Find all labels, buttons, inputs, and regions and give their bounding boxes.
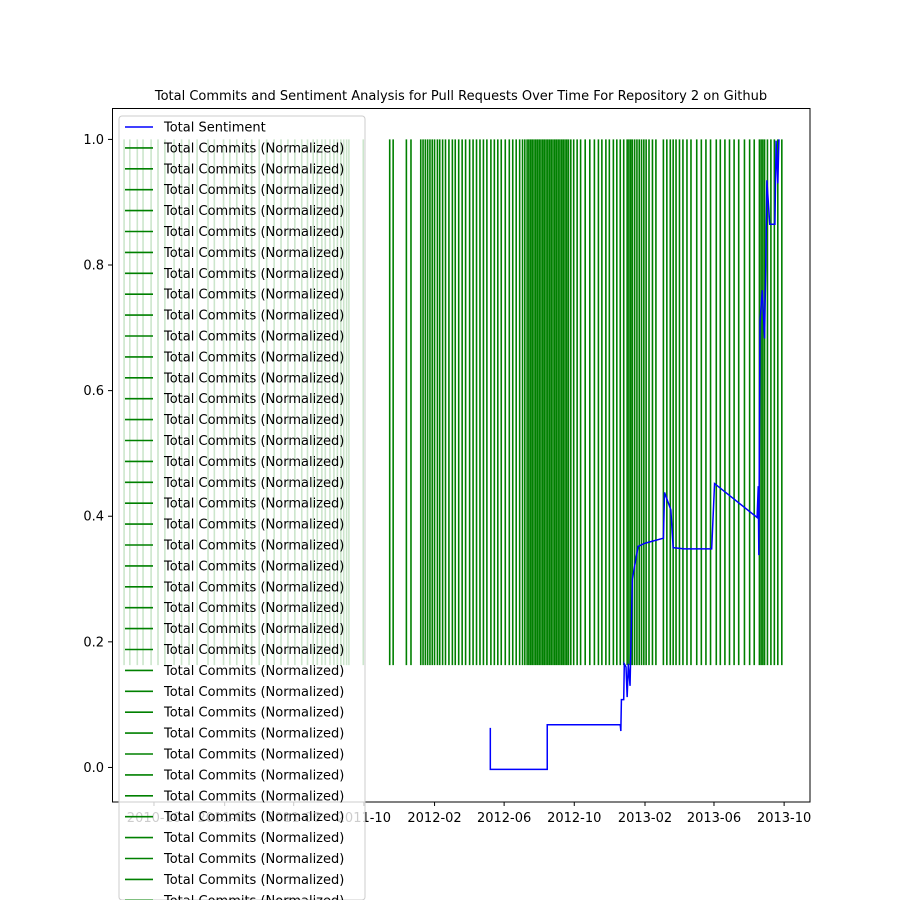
legend-entry-17: Total Commits (Normalized) bbox=[163, 476, 344, 491]
x-tick-label-9: 2013-10 bbox=[757, 811, 811, 826]
x-tick-label-6: 2012-10 bbox=[547, 811, 601, 826]
legend-entry-4: Total Commits (Normalized) bbox=[163, 204, 344, 219]
legend-entry-28: Total Commits (Normalized) bbox=[163, 706, 344, 721]
legend-entry-0: Total Sentiment bbox=[163, 121, 266, 136]
legend-entry-20: Total Commits (Normalized) bbox=[163, 539, 344, 554]
legend-entry-35: Total Commits (Normalized) bbox=[163, 852, 344, 867]
legend-entry-5: Total Commits (Normalized) bbox=[163, 225, 344, 240]
x-tick-label-4: 2012-02 bbox=[407, 811, 461, 826]
legend-entry-11: Total Commits (Normalized) bbox=[163, 350, 344, 365]
legend-entry-13: Total Commits (Normalized) bbox=[163, 392, 344, 407]
y-tick-label-3: 0.6 bbox=[83, 384, 104, 399]
legend: Total Sentiment Total Commits (Normalized… bbox=[118, 115, 366, 900]
y-tick-label-5: 1.0 bbox=[83, 133, 104, 148]
legend-entry-15: Total Commits (Normalized) bbox=[163, 434, 344, 449]
y-tick-label-0: 0.0 bbox=[83, 761, 104, 776]
chart-title: Total Commits and Sentiment Analysis for… bbox=[154, 89, 767, 104]
legend-entry-18: Total Commits (Normalized) bbox=[163, 497, 344, 512]
plot-frame bbox=[112, 108, 811, 803]
legend-entry-33: Total Commits (Normalized) bbox=[163, 810, 344, 825]
legend-entry-9: Total Commits (Normalized) bbox=[163, 309, 344, 324]
legend-entry-27: Total Commits (Normalized) bbox=[163, 685, 344, 700]
legend-entry-21: Total Commits (Normalized) bbox=[163, 559, 344, 574]
legend-entry-34: Total Commits (Normalized) bbox=[163, 831, 344, 846]
legend-entry-37: Total Commits (Normalized) bbox=[163, 894, 344, 900]
legend-entry-12: Total Commits (Normalized) bbox=[163, 371, 344, 386]
x-tick-label-5: 2012-06 bbox=[477, 811, 531, 826]
legend-entry-3: Total Commits (Normalized) bbox=[163, 183, 344, 198]
legend-entry-26: Total Commits (Normalized) bbox=[163, 664, 344, 679]
legend-entry-1: Total Commits (Normalized) bbox=[163, 141, 344, 156]
legend-entry-25: Total Commits (Normalized) bbox=[163, 643, 344, 658]
x-tick-label-7: 2013-02 bbox=[618, 811, 672, 826]
legend-box bbox=[118, 115, 366, 900]
sentiment-line bbox=[489, 139, 780, 771]
legend-entry-30: Total Commits (Normalized) bbox=[163, 748, 344, 763]
legend-entry-14: Total Commits (Normalized) bbox=[163, 413, 344, 428]
legend-entry-24: Total Commits (Normalized) bbox=[163, 622, 344, 637]
legend-entry-32: Total Commits (Normalized) bbox=[163, 789, 344, 804]
legend-entry-22: Total Commits (Normalized) bbox=[163, 580, 344, 595]
legend-entry-6: Total Commits (Normalized) bbox=[163, 246, 344, 261]
legend-entry-36: Total Commits (Normalized) bbox=[163, 873, 344, 888]
y-tick-label-1: 0.2 bbox=[83, 635, 104, 650]
legend-entry-19: Total Commits (Normalized) bbox=[163, 518, 344, 533]
y-axis: 0.0 0.2 0.4 0.6 0.8 1.0 bbox=[83, 133, 112, 776]
legend-entry-7: Total Commits (Normalized) bbox=[163, 267, 344, 282]
legend-entry-10: Total Commits (Normalized) bbox=[163, 330, 344, 345]
sentiment-series bbox=[489, 139, 780, 771]
legend-entry-2: Total Commits (Normalized) bbox=[163, 162, 344, 177]
legend-entry-29: Total Commits (Normalized) bbox=[163, 727, 344, 742]
legend-entry-8: Total Commits (Normalized) bbox=[163, 288, 344, 303]
y-tick-label-2: 0.4 bbox=[83, 510, 104, 525]
legend-entry-31: Total Commits (Normalized) bbox=[163, 768, 344, 783]
legend-entry-16: Total Commits (Normalized) bbox=[163, 455, 344, 470]
legend-entry-23: Total Commits (Normalized) bbox=[163, 601, 344, 616]
x-tick-label-8: 2013-06 bbox=[687, 811, 741, 826]
y-tick-label-4: 0.8 bbox=[83, 259, 104, 274]
